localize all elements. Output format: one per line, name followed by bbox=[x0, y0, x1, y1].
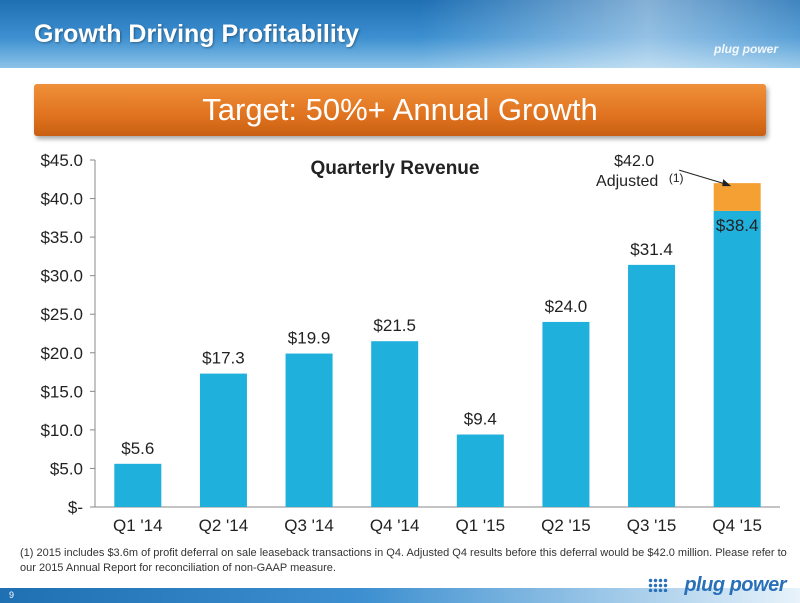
y-tick-label: $20.0 bbox=[40, 344, 83, 363]
slide-title: Growth Driving Profitability bbox=[34, 20, 360, 48]
adjusted-value-label: $42.0 bbox=[614, 153, 654, 170]
y-tick-label: $- bbox=[68, 498, 83, 517]
header-bar: Growth Driving Profitability plug power bbox=[0, 0, 800, 68]
banner-text: Target: 50%+ Annual Growth bbox=[202, 92, 598, 127]
x-tick-label: Q3 '14 bbox=[284, 516, 334, 535]
adjusted-footnote-ref: (1) bbox=[669, 171, 684, 185]
y-tick-label: $5.0 bbox=[50, 459, 83, 478]
target-banner: Target: 50%+ Annual Growth bbox=[34, 84, 766, 136]
y-tick-label: $15.0 bbox=[40, 382, 83, 401]
data-label: $24.0 bbox=[545, 297, 588, 316]
bar bbox=[713, 210, 761, 508]
x-tick-label: Q4 '15 bbox=[712, 516, 762, 535]
header-streak bbox=[420, 0, 800, 68]
adjusted-text-label: Adjusted bbox=[596, 173, 658, 190]
data-label: $5.6 bbox=[121, 439, 154, 458]
x-tick-label: Q1 '14 bbox=[113, 516, 163, 535]
bar-layer bbox=[114, 183, 761, 508]
page-number: 9 bbox=[9, 590, 15, 600]
bar bbox=[628, 264, 676, 507]
x-tick-label: Q2 '15 bbox=[541, 516, 591, 535]
label-layer: Q1 '14 $5.6 Q2 '14 $17.3 Q3 '14 $19.9 Q4 '14 $2… bbox=[113, 153, 762, 535]
arrow-head-icon bbox=[722, 179, 732, 187]
bar bbox=[456, 434, 504, 507]
data-label: $21.5 bbox=[373, 316, 416, 335]
header-logo: plug power bbox=[714, 42, 778, 56]
plug-power-logo: plug power bbox=[684, 574, 786, 596]
revenue-chart: Quarterly Revenue $-$5.0$10.0$15.0$20.0$… bbox=[40, 151, 780, 535]
y-tick-label: $10.0 bbox=[40, 421, 83, 440]
x-tick-label: Q2 '14 bbox=[199, 516, 249, 535]
axis-layer: $- $5.0 $10.0 $15.0 $20.0 $25.0 $30.0 $35.0 $40.… bbox=[40, 151, 780, 517]
y-tick-label: $45.0 bbox=[40, 151, 83, 170]
x-tick-label: Q1 '15 bbox=[456, 516, 506, 535]
data-label: $19.9 bbox=[288, 329, 331, 348]
footnote: (1) 2015 includes $3.6m of profit deferr… bbox=[20, 547, 787, 574]
data-label: $31.4 bbox=[630, 240, 673, 259]
y-tick-label: $30.0 bbox=[40, 267, 83, 286]
adjusted-arrow-line bbox=[679, 169, 730, 186]
data-label: $9.4 bbox=[464, 410, 497, 429]
y-tick-label: $35.0 bbox=[40, 228, 83, 247]
bar bbox=[371, 341, 419, 507]
y-tick-label: $25.0 bbox=[40, 305, 83, 324]
bar bbox=[542, 321, 590, 507]
logo-mark-icon bbox=[648, 578, 668, 592]
x-tick-label: Q3 '15 bbox=[627, 516, 677, 535]
x-tick-label: Q4 '14 bbox=[370, 516, 420, 535]
y-tick-label: $40.0 bbox=[40, 190, 83, 209]
bar bbox=[199, 373, 247, 507]
chart-title: Quarterly Revenue bbox=[311, 158, 480, 179]
data-label: $17.3 bbox=[202, 349, 245, 368]
footer-bar bbox=[0, 588, 800, 603]
data-label: $38.4 bbox=[716, 216, 759, 235]
bar bbox=[285, 353, 333, 507]
adjusted-bar-segment bbox=[713, 183, 761, 211]
bar bbox=[114, 463, 162, 507]
